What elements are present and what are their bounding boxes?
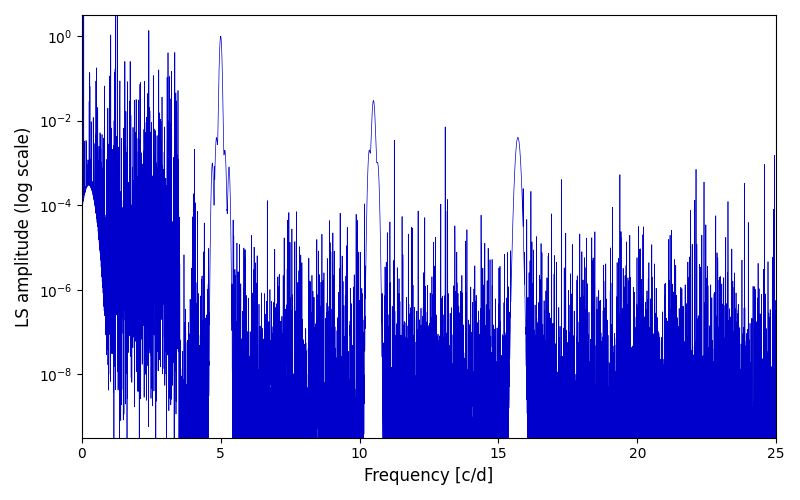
X-axis label: Frequency [c/d]: Frequency [c/d] [364, 467, 494, 485]
Y-axis label: LS amplitude (log scale): LS amplitude (log scale) [15, 126, 33, 326]
